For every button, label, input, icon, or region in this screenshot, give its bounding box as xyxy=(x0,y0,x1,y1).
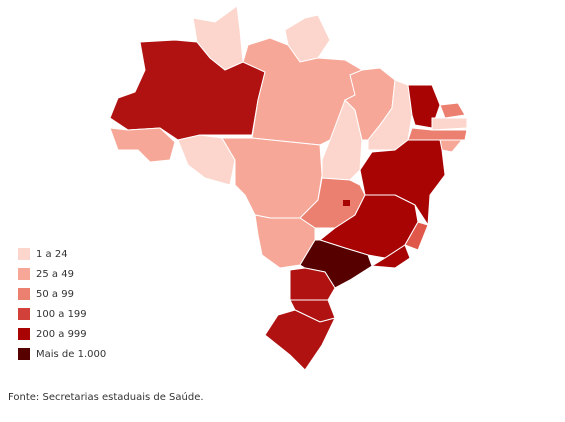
state-mt xyxy=(221,137,323,219)
legend-swatch xyxy=(18,268,30,280)
state-rs xyxy=(264,309,336,371)
legend-swatch xyxy=(18,328,30,340)
source: Fonte: Secretarias estaduais de Saúde. xyxy=(8,391,204,403)
state-mg xyxy=(318,194,419,259)
legend-label: 100 a 199 xyxy=(36,309,87,320)
state-al xyxy=(439,139,464,153)
state-ro xyxy=(177,134,236,186)
legend: 1 a 24 25 a 49 50 a 99 100 a 199 200 a 999 Ma… xyxy=(18,248,106,360)
legend-label: Mais de 1.000 xyxy=(36,349,106,360)
state-pb xyxy=(431,117,468,131)
state-rj xyxy=(370,244,411,269)
brazil-map xyxy=(109,5,468,371)
state-ac xyxy=(109,127,176,163)
state-es xyxy=(404,221,429,251)
legend-swatch xyxy=(18,348,30,360)
state-pe xyxy=(407,127,468,141)
legend-label: 1 a 24 xyxy=(36,249,68,260)
legend-label: 50 a 99 xyxy=(36,289,74,300)
legend-swatch xyxy=(18,308,30,320)
state-sp xyxy=(299,239,373,289)
legend-swatch xyxy=(18,288,30,300)
legend-label: 25 a 49 xyxy=(36,269,74,280)
legend-label: 200 a 999 xyxy=(36,329,87,340)
state-rn xyxy=(439,102,466,119)
legend-swatch xyxy=(18,248,30,260)
state-am xyxy=(109,39,266,141)
state-df xyxy=(343,200,350,206)
